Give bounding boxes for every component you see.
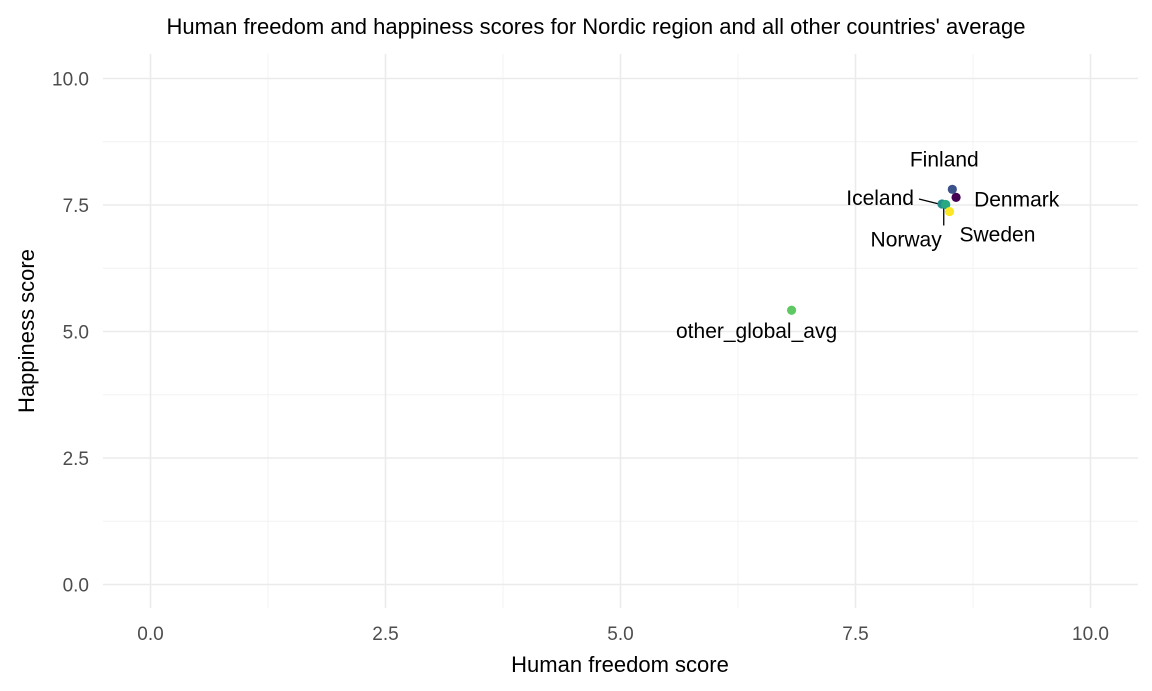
y-tick-label: 2.5 (63, 449, 89, 470)
point-label: Iceland (846, 187, 914, 210)
y-tick-label: 5.0 (63, 323, 89, 344)
x-axis-title: Human freedom score (511, 652, 729, 677)
grid (103, 54, 1138, 608)
data-point (941, 199, 951, 210)
y-tick-label: 10.0 (52, 70, 89, 91)
data-point (951, 192, 961, 203)
y-tick-label: 0.0 (63, 576, 89, 597)
x-tick-label: 7.5 (842, 624, 868, 645)
point-label: Sweden (960, 224, 1036, 247)
x-tick-label: 0.0 (137, 624, 163, 645)
data-point (786, 305, 797, 315)
tick-labels: 0.0 2.5 5.0 7.5 10.0 0.0 2.5 5.0 7.5 10.0 (52, 70, 1109, 646)
iceland-leader-line (918, 198, 940, 205)
point-labels: Denmark Finland Iceland Norway other_global_… (676, 148, 1060, 343)
data-point (947, 184, 957, 194)
data-points (786, 184, 961, 315)
x-tick-label: 2.5 (372, 624, 398, 645)
x-tick-label: 5.0 (607, 624, 633, 645)
y-tick-label: 7.5 (63, 196, 89, 217)
point-label: Denmark (974, 188, 1060, 211)
point-label: Finland (910, 148, 979, 171)
point-label: other_global_avg (676, 320, 837, 343)
y-axis-title: Happiness score (14, 249, 39, 413)
data-point (944, 206, 955, 217)
chart-title: Human freedom and happiness scores for N… (166, 14, 1025, 39)
point-label: Norway (871, 228, 943, 251)
x-tick-label: 10.0 (1072, 624, 1109, 645)
label-leaders (918, 198, 945, 226)
